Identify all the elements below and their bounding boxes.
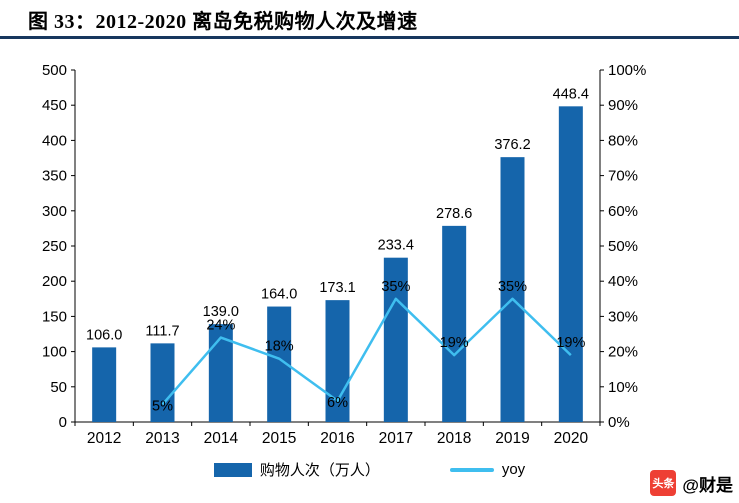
yoy-line <box>161 297 572 406</box>
x-axis-label: 2019 <box>495 430 529 447</box>
legend-item-yoy: yoy <box>449 461 526 478</box>
right-tick-label: 0% <box>608 414 630 431</box>
left-tick-label: 0 <box>59 414 67 431</box>
bar-2017 <box>383 257 408 422</box>
x-axis-label: 2018 <box>437 430 471 447</box>
yoy-value-label: 35% <box>381 279 410 295</box>
x-axis-label: 2020 <box>554 430 589 447</box>
combo-chart-canvas: 0 50 100 150 200 250 300 350 400 450 500 0% 10% 20% 30… <box>42 62 646 447</box>
yoy-value-label: 5% <box>152 398 173 414</box>
chart-legend: 购物人次（万人） yoy <box>0 459 739 480</box>
right-tick-label: 10% <box>608 379 638 396</box>
right-tick-label: 80% <box>608 132 638 149</box>
right-tick-label: 60% <box>608 203 638 220</box>
left-tick-label: 500 <box>42 62 67 79</box>
title-divider <box>0 36 739 39</box>
right-tick-label: 30% <box>608 308 638 325</box>
legend-label-visits: 购物人次（万人） <box>259 462 380 479</box>
yoy-value-label: 24% <box>206 318 235 334</box>
left-tick-label: 100 <box>42 344 67 361</box>
line-series-swatch-icon <box>449 467 494 472</box>
bar-value-label: 376.2 <box>494 137 530 153</box>
bar-2020 <box>558 106 583 422</box>
bar-2012 <box>92 347 117 422</box>
x-axis-label: 2014 <box>204 430 239 447</box>
left-tick-label: 50 <box>50 379 67 396</box>
yoy-value-label: 6% <box>327 395 348 411</box>
right-tick-label: 70% <box>608 168 638 185</box>
bar-2019 <box>500 157 525 422</box>
right-tick-label: 90% <box>608 97 638 114</box>
bar-2013 <box>150 343 175 422</box>
yoy-value-label: 19% <box>440 335 469 351</box>
right-tick-label: 40% <box>608 273 638 290</box>
left-tick-label: 400 <box>42 132 67 149</box>
legend-item-visits: 购物人次（万人） <box>213 459 380 480</box>
x-axis-label: 2015 <box>262 430 296 447</box>
bar-value-label: 233.4 <box>378 238 414 254</box>
right-tick-label: 100% <box>608 62 646 79</box>
chart-area: 0 50 100 150 200 250 300 350 400 450 500 0% 10% 20% 30… <box>15 45 715 457</box>
page-title: 图 33：2012-2020 离岛免税购物人次及增速 <box>28 11 418 33</box>
x-axis-label: 2012 <box>87 430 121 447</box>
yoy-value-label: 18% <box>265 339 294 355</box>
yoy-value-label: 35% <box>498 279 527 295</box>
left-tick-label: 200 <box>42 273 67 290</box>
bar-value-label: 139.0 <box>203 304 239 320</box>
bar-value-label: 173.1 <box>319 280 355 296</box>
toutiao-logo-icon: 头条 <box>650 470 677 496</box>
left-tick-label: 250 <box>42 238 67 255</box>
bar-series-swatch-icon <box>213 462 252 477</box>
left-tick-label: 450 <box>42 97 67 114</box>
legend-label-yoy: yoy <box>501 461 526 478</box>
bar-value-label: 164.0 <box>261 287 297 303</box>
x-axis-label: 2016 <box>320 430 354 447</box>
left-tick-label: 150 <box>42 308 67 325</box>
yoy-value-label: 19% <box>556 335 585 351</box>
bar-value-label: 278.6 <box>436 206 472 222</box>
x-axis-label: 2013 <box>145 430 179 447</box>
right-tick-label: 50% <box>608 238 638 255</box>
x-axis-label: 2017 <box>379 430 413 447</box>
bar-2018 <box>442 225 467 422</box>
left-tick-label: 300 <box>42 203 67 220</box>
bar-value-label: 111.7 <box>145 323 179 339</box>
watermark: 头条 @财是 <box>650 470 733 496</box>
bar-value-label: 106.0 <box>86 327 122 343</box>
bar-value-label: 448.4 <box>553 86 589 102</box>
right-tick-label: 20% <box>608 344 638 361</box>
left-tick-label: 350 <box>42 168 67 185</box>
watermark-handle: @财是 <box>682 475 733 495</box>
